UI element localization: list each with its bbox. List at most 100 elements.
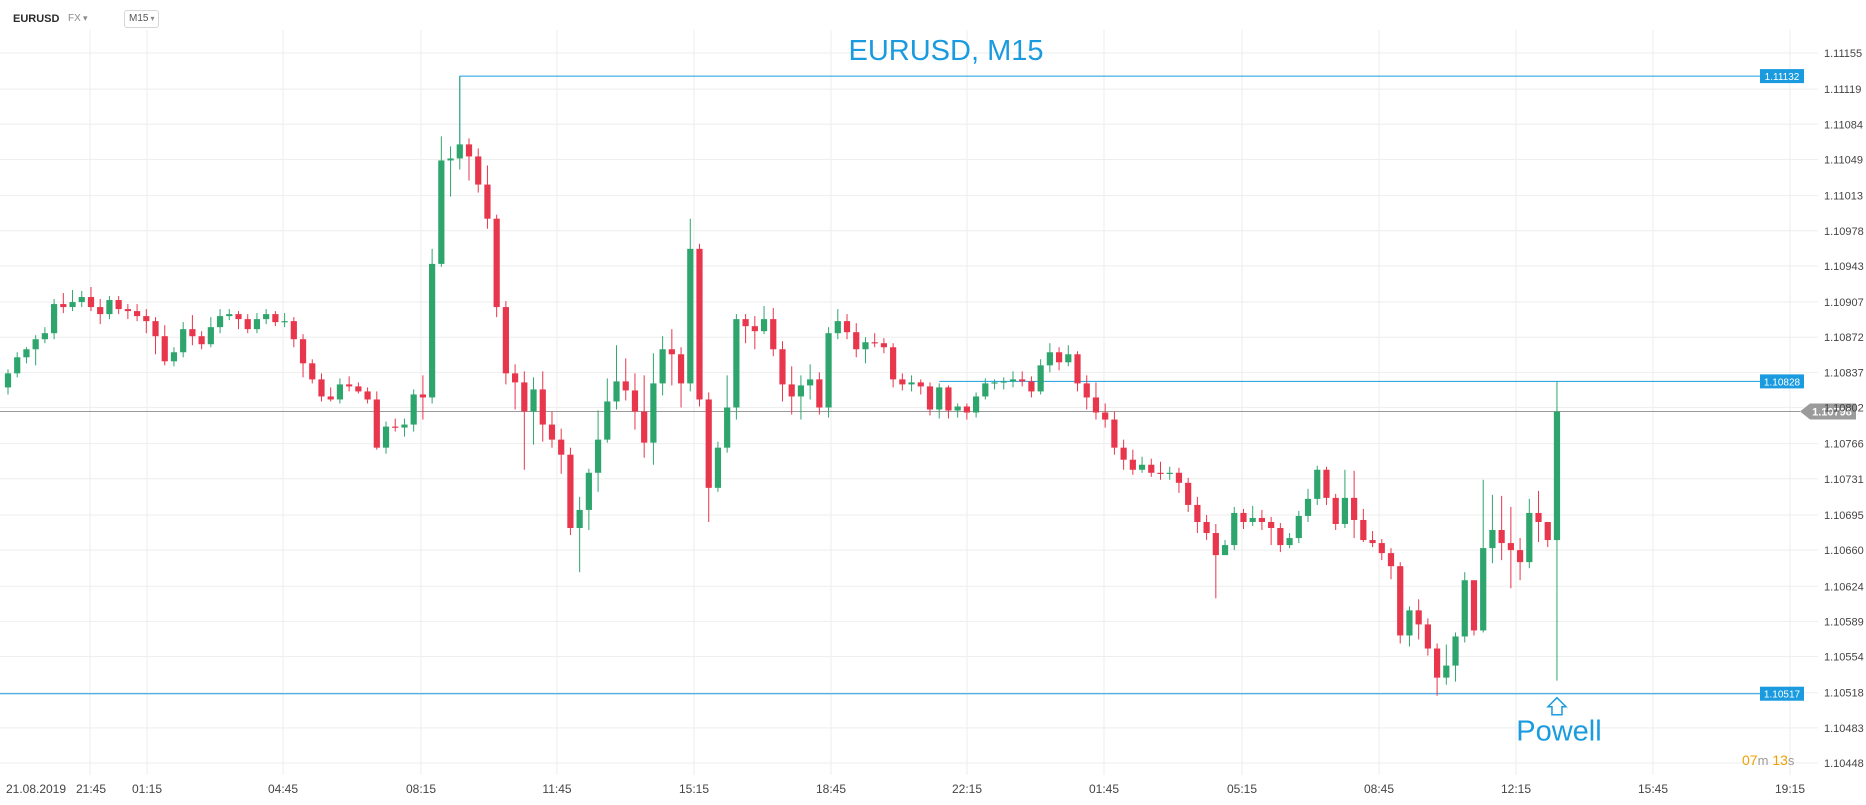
candle-body (585, 472, 592, 510)
candle-body (198, 336, 205, 345)
candle-up (1480, 479, 1487, 633)
candle-body (1415, 610, 1422, 625)
y-tick-label: 1.10766 (1824, 439, 1864, 451)
candle-up (69, 290, 76, 312)
timeframe-label: M15 (129, 13, 149, 24)
countdown-seconds-unit: s (1787, 753, 1795, 768)
candle-up (1341, 469, 1348, 529)
candle-down (770, 308, 777, 357)
candle-up (585, 468, 592, 531)
candle-body (825, 333, 832, 408)
candle-up (530, 377, 537, 445)
candle-up (456, 76, 463, 170)
candle-body (327, 396, 334, 400)
candle-up (1461, 572, 1468, 643)
y-tick-label: 1.10589 (1824, 616, 1864, 628)
candle-body (1397, 566, 1404, 636)
candle-down (926, 382, 934, 416)
candle-body (87, 297, 95, 308)
candle-down (1148, 458, 1155, 477)
candle-body (152, 321, 159, 337)
candle-body (1443, 665, 1450, 678)
timeframe-selector[interactable]: M15 ▾ (124, 10, 160, 28)
candle-body (299, 339, 307, 364)
candle-body (161, 336, 168, 362)
candle-body (853, 332, 860, 350)
candle-down (899, 373, 906, 391)
candle-up (207, 317, 214, 348)
candle-body (622, 381, 629, 391)
candle-down (124, 304, 131, 320)
candle-body (69, 302, 76, 308)
candle-down (1378, 539, 1385, 561)
chart-title: EURUSD, M15 (849, 35, 1044, 67)
x-tick-label: 15:45 (1638, 782, 1668, 796)
y-tick-label: 1.10624 (1824, 581, 1864, 593)
x-tick-label: 15:15 (679, 782, 709, 796)
x-tick-label: 08:45 (1364, 782, 1394, 796)
candle-body (1231, 512, 1238, 546)
candle-body (1037, 365, 1044, 392)
candle-body (871, 342, 878, 344)
candle-body (1000, 381, 1007, 383)
candle-body (1277, 528, 1284, 546)
candle-body (502, 307, 509, 374)
candle-body (576, 509, 583, 529)
candle-up (613, 345, 620, 410)
candle-body (1129, 459, 1136, 470)
candle-up (908, 375, 915, 392)
candle-body (1148, 464, 1155, 473)
candlestick-series (4, 76, 1561, 696)
candle-down (152, 317, 159, 355)
candle-body (714, 447, 722, 488)
candle-down (668, 329, 675, 386)
candle-body (548, 424, 556, 440)
candle-down (1055, 347, 1063, 371)
y-axis: 1.11155 1.11119 1.11084 1.11049 1.11013 1.109… (1824, 48, 1864, 770)
candle-body (429, 263, 436, 398)
candle-down (1397, 562, 1404, 644)
candle-down (1369, 531, 1376, 548)
y-tick-label: 1.10448 (1824, 758, 1864, 770)
candle-body (982, 383, 989, 397)
candle-body (1120, 447, 1127, 460)
price-level-badge-label: 1.10517 (1764, 690, 1801, 701)
x-tick-label: 21.08.2019 (6, 782, 66, 796)
candle-up (401, 418, 408, 437)
candle-body (512, 373, 519, 383)
candle-up (438, 136, 445, 267)
candle-down (143, 309, 150, 334)
candle-body (1369, 540, 1376, 544)
y-tick-label: 1.10907 (1824, 297, 1864, 309)
candle-body (4, 373, 12, 388)
candle-up (51, 299, 58, 340)
candle-body (14, 357, 21, 374)
y-tick-label: 1.10518 (1824, 688, 1864, 700)
candle-up (1231, 506, 1238, 551)
x-tick-label: 01:45 (1089, 782, 1119, 796)
market-label[interactable]: FX (68, 13, 81, 24)
candle-down (189, 315, 196, 346)
candle-down (1387, 548, 1395, 580)
candle-body (410, 394, 417, 425)
bar-countdown-timer: 07m 13s (1742, 752, 1794, 768)
candle-down (493, 214, 500, 318)
symbol-label[interactable]: EURUSD (13, 13, 60, 25)
candle-down (419, 375, 426, 420)
chevron-down-icon[interactable]: ▾ (83, 13, 88, 23)
candle-body (890, 347, 897, 380)
candle-down (299, 334, 307, 378)
candle-down (309, 359, 316, 384)
x-tick-label: 22:15 (952, 782, 982, 796)
y-tick-label: 1.10872 (1824, 332, 1864, 344)
candle-down (318, 373, 325, 402)
candle-body (1544, 521, 1551, 541)
candle-up (336, 378, 344, 404)
candle-body (1055, 352, 1063, 363)
candle-body (318, 379, 325, 397)
candle-body (1249, 517, 1256, 522)
candle-down (1516, 538, 1524, 581)
candle-body (1507, 543, 1514, 551)
candle-body (1498, 530, 1505, 544)
